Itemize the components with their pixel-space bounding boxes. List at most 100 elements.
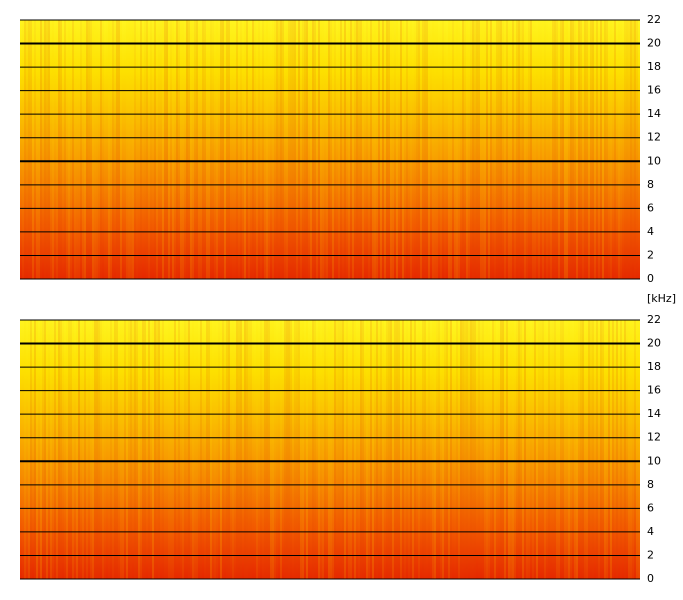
texture: [200, 20, 202, 279]
texture: [304, 20, 306, 279]
texture: [464, 320, 466, 579]
texture: [56, 320, 58, 579]
texture: [394, 20, 396, 279]
texture: [160, 20, 162, 279]
texture: [510, 20, 512, 279]
texture: [556, 20, 558, 279]
texture: [602, 320, 604, 579]
texture: [66, 320, 68, 579]
texture: [452, 20, 454, 279]
texture: [502, 20, 504, 279]
texture: [380, 320, 382, 579]
texture: [504, 320, 506, 579]
texture: [198, 320, 200, 579]
y-tick-label: 4: [647, 225, 654, 238]
texture: [78, 320, 80, 579]
texture: [170, 20, 172, 279]
texture: [432, 20, 434, 279]
texture: [518, 20, 520, 279]
texture: [580, 320, 582, 579]
texture: [392, 320, 394, 579]
texture: [266, 20, 268, 279]
texture: [356, 20, 358, 279]
texture: [604, 320, 606, 579]
texture: [478, 320, 480, 579]
texture: [262, 320, 264, 579]
texture: [314, 320, 316, 579]
texture: [498, 320, 500, 579]
texture: [554, 320, 556, 579]
texture: [438, 320, 440, 579]
texture: [302, 320, 304, 579]
texture: [408, 320, 410, 579]
texture: [558, 320, 560, 579]
texture: [130, 20, 132, 279]
texture: [268, 320, 270, 579]
texture: [378, 20, 380, 279]
texture: [82, 320, 84, 579]
texture: [490, 320, 492, 579]
texture: [190, 20, 192, 279]
texture: [450, 20, 452, 279]
texture: [100, 20, 102, 279]
texture: [278, 320, 280, 579]
texture: [244, 320, 246, 579]
texture: [326, 20, 328, 279]
texture: [32, 20, 34, 279]
texture: [182, 320, 184, 579]
texture: [398, 20, 400, 279]
texture: [134, 320, 136, 579]
texture: [558, 20, 560, 279]
texture: [106, 320, 108, 579]
texture: [108, 20, 110, 279]
texture: [636, 20, 638, 279]
texture: [460, 320, 462, 579]
texture: [434, 20, 436, 279]
texture: [304, 320, 306, 579]
texture: [188, 20, 190, 279]
texture: [542, 320, 544, 579]
texture: [204, 320, 206, 579]
texture: [322, 20, 324, 279]
texture: [438, 20, 440, 279]
texture: [296, 320, 298, 579]
texture: [286, 20, 288, 279]
texture: [540, 320, 542, 579]
texture: [472, 20, 474, 279]
texture: [508, 20, 510, 279]
texture: [26, 320, 28, 579]
texture: [88, 20, 90, 279]
texture: [442, 20, 444, 279]
y-tick-label: 22: [647, 13, 661, 26]
texture: [570, 20, 572, 279]
texture: [456, 20, 458, 279]
texture: [156, 20, 158, 279]
texture: [140, 320, 142, 579]
texture: [152, 320, 154, 579]
texture: [338, 320, 340, 579]
texture: [76, 320, 78, 579]
texture: [192, 320, 194, 579]
texture: [462, 320, 464, 579]
texture: [518, 320, 520, 579]
texture: [26, 20, 28, 279]
texture: [310, 20, 312, 279]
texture: [568, 320, 570, 579]
texture: [422, 20, 424, 279]
texture: [84, 20, 86, 279]
texture: [630, 320, 632, 579]
texture: [60, 20, 62, 279]
spectrogram-image: [20, 20, 640, 279]
texture: [612, 20, 614, 279]
texture: [590, 20, 592, 279]
texture: [308, 320, 310, 579]
texture: [42, 20, 44, 279]
texture: [598, 20, 600, 279]
texture: [468, 20, 470, 279]
texture: [282, 320, 284, 579]
texture: [498, 20, 500, 279]
texture: [52, 320, 54, 579]
texture: [112, 20, 114, 279]
texture: [604, 20, 606, 279]
